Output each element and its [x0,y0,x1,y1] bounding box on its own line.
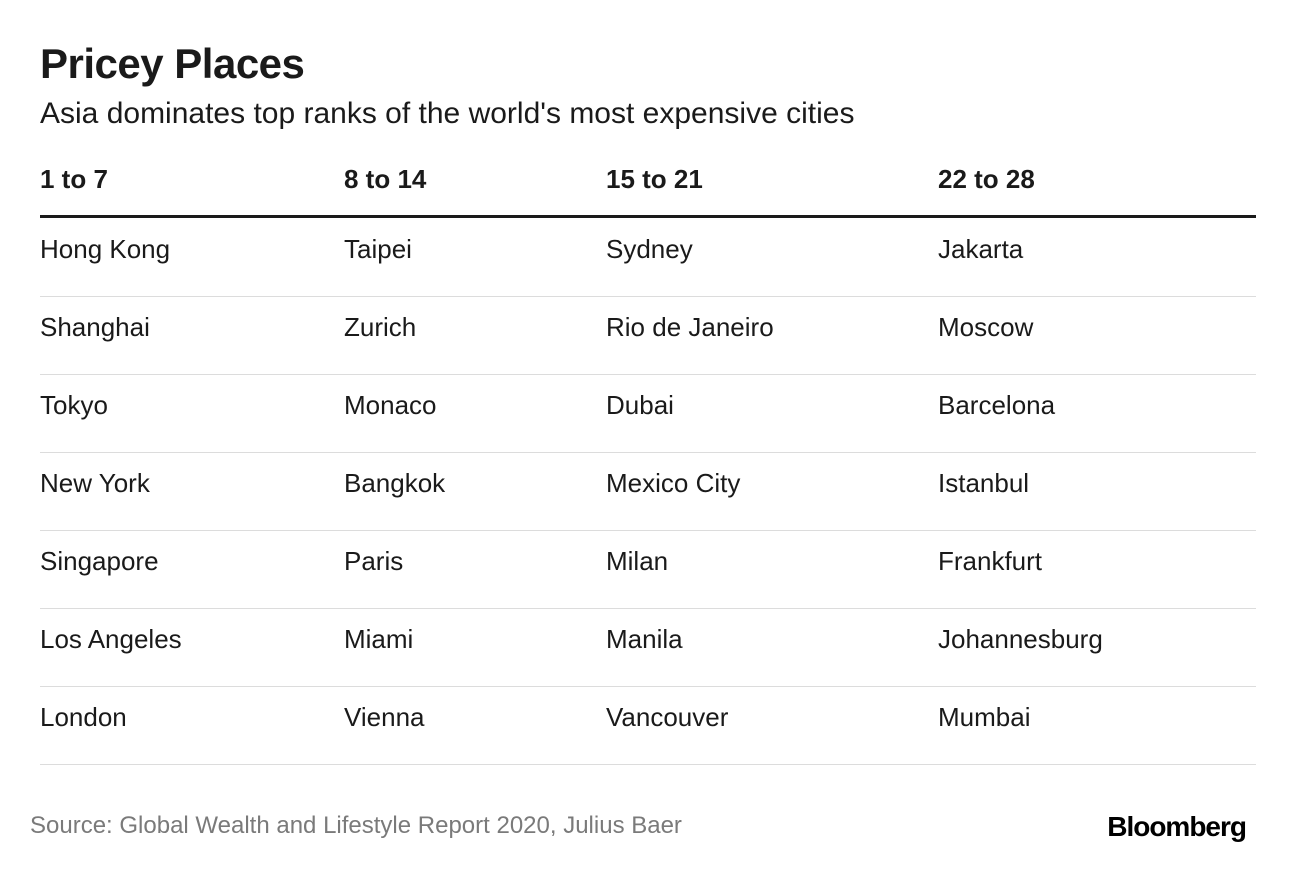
column-header: 1 to 7 [40,164,108,194]
cell: Singapore [40,546,159,576]
row-divider [40,530,1256,531]
header-rule [40,215,1256,218]
column-header: 15 to 21 [606,164,703,194]
row-divider [40,374,1256,375]
source: Source: Global Wealth and Lifestyle Repo… [30,812,682,839]
column-header: 8 to 14 [344,164,427,194]
cell: Miami [344,624,414,654]
cell: Vienna [344,702,425,732]
cell: Hong Kong [40,234,171,264]
cell: Monaco [344,390,437,420]
cell: Milan [606,546,669,576]
cell: Tokyo [40,390,108,420]
cell: Istanbul [938,468,1030,498]
cell: Sydney [606,234,693,264]
cell: Manila [606,624,683,654]
subtitle: Asia dominates top ranks of the world's … [40,97,855,130]
cell: Los Angeles [40,624,182,654]
title: Pricey Places [40,40,305,87]
cell: London [40,702,127,732]
row-divider [40,452,1256,453]
row-divider [40,686,1256,687]
cell: Frankfurt [938,546,1043,576]
cell: Moscow [938,312,1034,342]
cell: Jakarta [938,234,1024,264]
cell: Vancouver [606,702,729,732]
cell: Taipei [344,234,412,264]
cell: Barcelona [938,390,1056,420]
cell: Mexico City [606,468,741,498]
cell: Bangkok [344,468,446,498]
cell: Mumbai [938,702,1031,732]
cell: Paris [344,546,404,576]
cell: Rio de Janeiro [606,312,774,342]
row-divider [40,764,1256,765]
row-divider [40,608,1256,609]
cell: Johannesburg [938,624,1103,654]
cell: Zurich [344,312,417,342]
cell: Shanghai [40,312,150,342]
cell: Dubai [606,390,674,420]
row-divider [40,296,1256,297]
cell: New York [40,468,150,498]
logo: Bloomberg [1107,811,1247,842]
column-header: 22 to 28 [938,164,1035,194]
